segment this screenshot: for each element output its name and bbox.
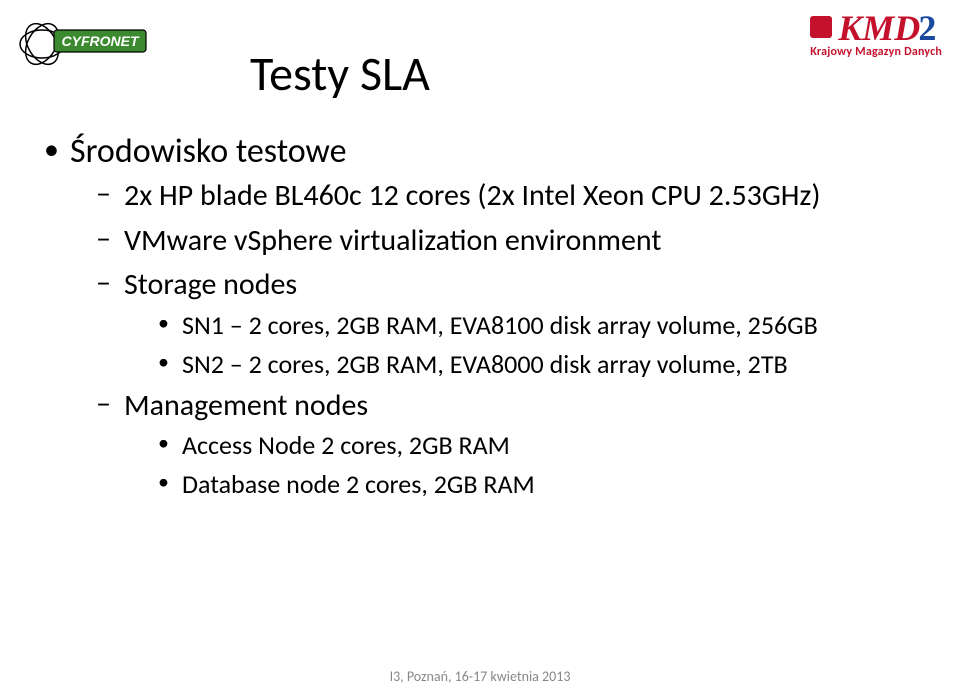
bullet-l2-storage: Storage nodes SN1 – 2 cores, 2GB RAM, EV… bbox=[96, 265, 920, 382]
bullet-text: SN1 – 2 cores, 2GB RAM, EVA8100 disk arr… bbox=[182, 309, 818, 341]
bullet-l2-vmware: VMware vSphere virtualization environmen… bbox=[96, 221, 920, 262]
bullet-l2-blade: 2x HP blade BL460c 12 cores (2x Intel Xe… bbox=[96, 176, 920, 217]
bullet-l3-db: Database node 2 cores, 2GB RAM bbox=[158, 467, 920, 502]
bullet-text: VMware vSphere virtualization environmen… bbox=[124, 222, 661, 259]
bullet-l3-access: Access Node 2 cores, 2GB RAM bbox=[158, 428, 920, 463]
slide: CYFRONET KMD2 Krajowy Magazyn Danych Tes… bbox=[0, 0, 960, 699]
kmd2-logo: KMD2 Krajowy Magazyn Danych bbox=[810, 10, 942, 58]
bullet-text: Środowisko testowe bbox=[70, 131, 346, 172]
kmd-suffix: 2 bbox=[918, 8, 936, 48]
bullet-l1-env: Środowisko testowe 2x HP blade BL460c 12… bbox=[40, 130, 920, 503]
bullet-text: Storage nodes bbox=[124, 266, 297, 303]
slide-title: Testy SLA bbox=[0, 44, 680, 103]
slide-content: Środowisko testowe 2x HP blade BL460c 12… bbox=[40, 130, 920, 507]
bullet-text: Database node 2 cores, 2GB RAM bbox=[182, 468, 535, 500]
kmd-square-icon bbox=[810, 16, 832, 38]
kmd-tagline: Krajowy Magazyn Danych bbox=[810, 46, 942, 59]
bullet-text: Management nodes bbox=[124, 387, 368, 424]
bullet-l2-mgmt: Management nodes Access Node 2 cores, 2G… bbox=[96, 386, 920, 503]
slide-footer: I3, Poznań, 16-17 kwietnia 2013 bbox=[0, 668, 960, 685]
bullet-l3-sn2: SN2 – 2 cores, 2GB RAM, EVA8000 disk arr… bbox=[158, 347, 920, 382]
bullet-text: 2x HP blade BL460c 12 cores (2x Intel Xe… bbox=[124, 177, 820, 214]
bullet-text: Access Node 2 cores, 2GB RAM bbox=[182, 429, 510, 461]
bullet-l3-sn1: SN1 – 2 cores, 2GB RAM, EVA8100 disk arr… bbox=[158, 308, 920, 343]
bullet-text: SN2 – 2 cores, 2GB RAM, EVA8000 disk arr… bbox=[182, 348, 788, 380]
kmd-text: KMD bbox=[838, 8, 920, 48]
